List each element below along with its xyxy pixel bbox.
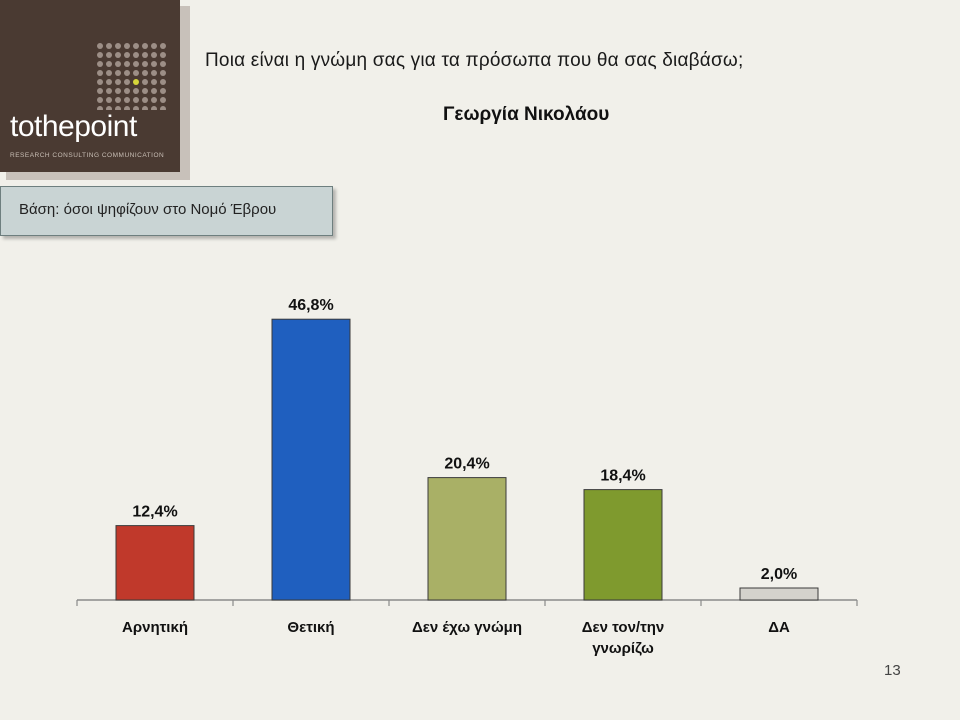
logo-dot [115, 79, 121, 85]
logo-dot [151, 79, 157, 85]
logo-dot [133, 97, 139, 103]
x-tick-label: Δεν τον/την [582, 619, 665, 636]
x-tick-label: Θετική [287, 619, 334, 636]
company-logo: tothepoint RESEARCH CONSULTING COMMUNICA… [0, 0, 180, 172]
page-number: 13 [884, 662, 901, 679]
logo-dot [160, 79, 166, 85]
bar [115, 525, 195, 601]
logo-dot [142, 97, 148, 103]
logo-dot [106, 88, 112, 94]
logo-dot [115, 70, 121, 76]
survey-question: Ποια είναι η γνώμη σας για τα πρόσωπα πο… [205, 50, 744, 71]
logo-dot [97, 79, 103, 85]
logo-dot [160, 97, 166, 103]
logo-dot [97, 106, 103, 110]
logo-dot [97, 61, 103, 67]
logo-dot [115, 97, 121, 103]
logo-dot [124, 88, 130, 94]
logo-dot [106, 70, 112, 76]
bar-value-label: 46,8% [288, 297, 333, 314]
logo-dot [151, 97, 157, 103]
logo-dot [106, 52, 112, 58]
logo-dot [124, 97, 130, 103]
logo-dot [124, 106, 130, 110]
logo-dot [142, 43, 148, 49]
logo-dot [124, 79, 130, 85]
logo-dot [151, 106, 157, 110]
logo-dot [160, 106, 166, 110]
logo-dot-grid [97, 43, 166, 110]
logo-dot [115, 106, 121, 110]
logo-dot [160, 88, 166, 94]
logo-dot [160, 61, 166, 67]
logo-accent-dot [133, 79, 139, 85]
logo-dot [160, 52, 166, 58]
logo-dot [151, 88, 157, 94]
base-note-text: Βάση: όσοι ψηφίζουν στο Νομό Έβρου [19, 201, 277, 218]
logo-dot [97, 43, 103, 49]
logo-dot [106, 79, 112, 85]
logo-dot [133, 70, 139, 76]
logo-dot [160, 43, 166, 49]
logo-dot [106, 43, 112, 49]
x-tick-label: ΔΑ [768, 619, 790, 636]
logo-dot [106, 106, 112, 110]
person-name: Γεωργία Νικολάου [443, 104, 610, 125]
logo-dot [124, 70, 130, 76]
logo-dot [133, 43, 139, 49]
logo-dot [115, 43, 121, 49]
logo-dot [106, 97, 112, 103]
x-tick-label: Δεν έχω γνώμη [412, 619, 522, 636]
logo-dot [133, 61, 139, 67]
logo-dot [133, 52, 139, 58]
logo-dot [124, 52, 130, 58]
logo-dot [133, 88, 139, 94]
x-tick-label: Αρνητική [122, 619, 188, 636]
logo-dot [97, 88, 103, 94]
logo-dot [133, 106, 139, 110]
logo-dot [151, 43, 157, 49]
logo-dot [115, 52, 121, 58]
logo-wordmark: tothepoint [10, 110, 137, 143]
bar [427, 477, 507, 601]
logo-dot [142, 79, 148, 85]
logo-dot [151, 52, 157, 58]
logo-dot [97, 70, 103, 76]
bar-value-label: 2,0% [761, 566, 797, 583]
logo-dot [142, 70, 148, 76]
logo-dot [115, 88, 121, 94]
bar [739, 587, 819, 601]
logo-dot [142, 52, 148, 58]
bar-value-label: 18,4% [600, 468, 645, 485]
bar-value-label: 20,4% [444, 456, 489, 473]
logo-dot [97, 52, 103, 58]
bar [583, 489, 663, 601]
logo-dot [124, 43, 130, 49]
logo-dot [151, 61, 157, 67]
logo-dot [97, 97, 103, 103]
logo-dot [160, 70, 166, 76]
bar-value-label: 12,4% [132, 504, 177, 521]
logo-dot [151, 70, 157, 76]
base-note-box: Βάση: όσοι ψηφίζουν στο Νομό Έβρου [0, 186, 333, 236]
logo-tagline: RESEARCH CONSULTING COMMUNICATION [10, 152, 165, 159]
logo-dot [142, 106, 148, 110]
x-tick-label: γνωρίζω [592, 640, 654, 657]
logo-dot [124, 61, 130, 67]
logo-dot [142, 61, 148, 67]
bar [271, 318, 351, 601]
logo-dot [142, 88, 148, 94]
logo-dot [115, 61, 121, 67]
logo-dot [106, 61, 112, 67]
